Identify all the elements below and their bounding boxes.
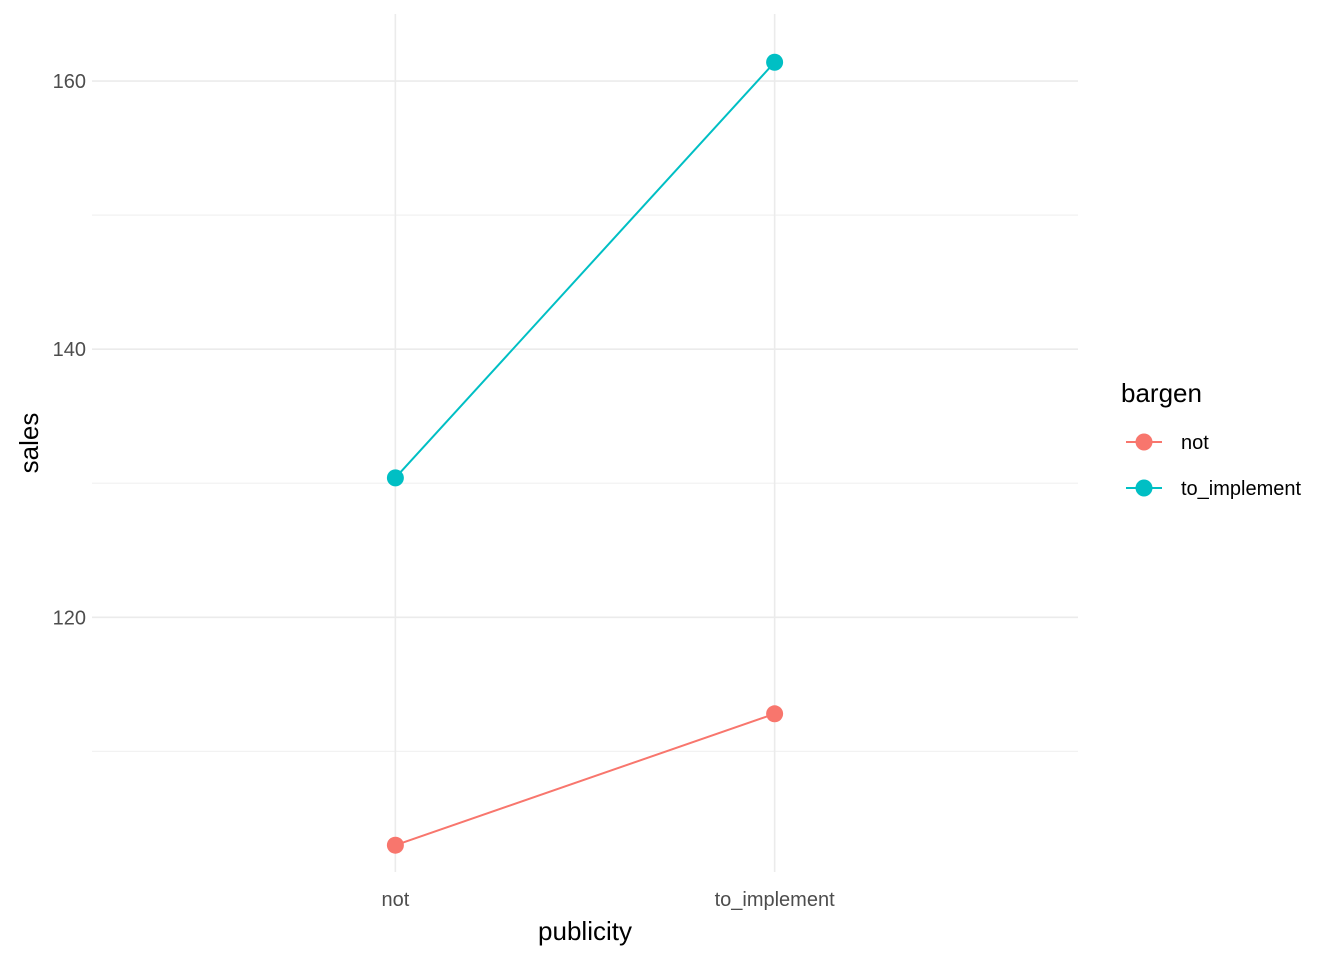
data-point <box>386 836 404 854</box>
series-layer <box>386 53 784 854</box>
legend-key-point <box>1135 479 1153 497</box>
legend-title: bargen <box>1121 378 1202 408</box>
y-axis-title: sales <box>14 413 44 474</box>
series-line <box>394 61 776 479</box>
y-tick-label: 140 <box>53 339 86 361</box>
y-tick-label: 160 <box>53 71 86 93</box>
y-tick-label: 120 <box>53 607 86 629</box>
x-tick-label: to_implement <box>715 889 836 911</box>
data-point <box>766 705 784 723</box>
data-point <box>386 469 404 487</box>
series-line <box>395 712 775 847</box>
legend-key-point <box>1135 433 1153 451</box>
legend-label: to_implement <box>1181 478 1302 500</box>
y-axis-ticks: 120 140 160 <box>53 71 86 629</box>
legend-label: not <box>1181 432 1209 454</box>
x-axis-title: publicity <box>538 916 632 946</box>
x-axis-ticks: not to_implement <box>381 889 835 911</box>
legend: bargen not to_implement <box>1121 378 1302 500</box>
grid <box>92 14 1078 872</box>
data-point <box>766 53 784 71</box>
x-tick-label: not <box>381 889 409 911</box>
